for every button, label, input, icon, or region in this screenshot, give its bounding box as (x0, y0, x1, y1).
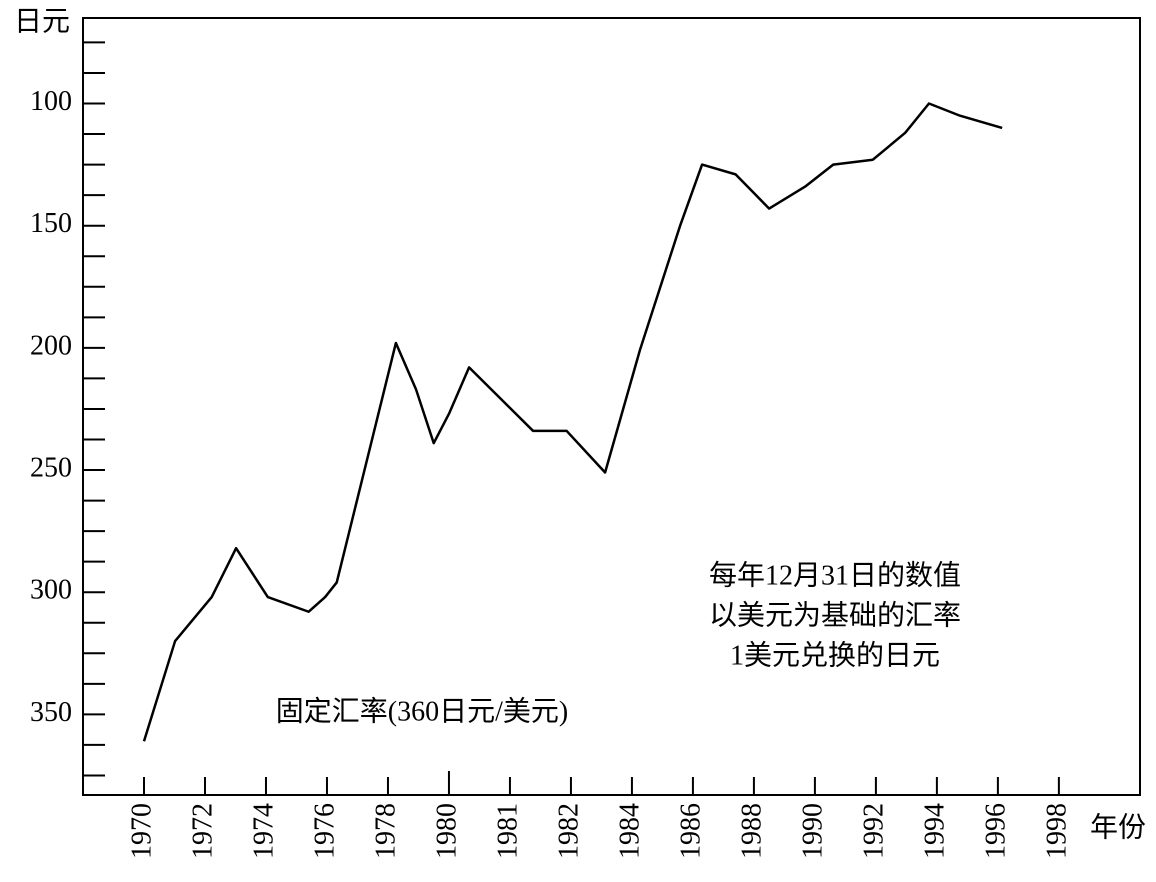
y-tick-label: 250 (30, 452, 72, 483)
x-tick-label: 1981 (492, 803, 523, 859)
x-tick-label: 1978 (370, 803, 401, 859)
annotation: 每年12月31日的数值 (709, 559, 961, 591)
x-tick-label: 1980 (431, 803, 462, 859)
x-tick-label: 1996 (980, 803, 1011, 859)
x-tick-label: 1970 (126, 803, 157, 859)
plot-frame (82, 17, 1141, 796)
y-tick-label: 300 (30, 575, 72, 606)
y-tick-label: 200 (30, 330, 72, 361)
x-tick-label: 1976 (309, 803, 340, 859)
x-tick-label: 1982 (553, 803, 584, 859)
x-tick-label: 1994 (919, 803, 950, 859)
x-tick-label: 1974 (248, 803, 279, 859)
y-tick-label: 150 (30, 208, 72, 239)
x-tick-label: 1992 (858, 803, 889, 859)
x-tick-label: 1988 (736, 803, 767, 859)
x-axis-label: 年份 (1090, 811, 1146, 843)
y-tick-label: 100 (30, 86, 72, 117)
x-tick-label: 1972 (187, 803, 218, 859)
y-axis-label: 日元 (14, 6, 70, 37)
annotation: 以美元为基础的汇率 (709, 599, 961, 631)
annotation: 1美元兑换的日元 (730, 639, 940, 671)
x-tick-label: 1986 (675, 803, 706, 859)
x-tick-label: 1990 (797, 803, 828, 859)
annotation: 固定汇率(360日元/美元) (276, 695, 568, 727)
x-tick-label: 1984 (614, 803, 645, 859)
x-tick-label: 1998 (1041, 803, 1072, 859)
y-tick-label: 350 (30, 697, 72, 728)
line-series (142, 102, 1003, 742)
